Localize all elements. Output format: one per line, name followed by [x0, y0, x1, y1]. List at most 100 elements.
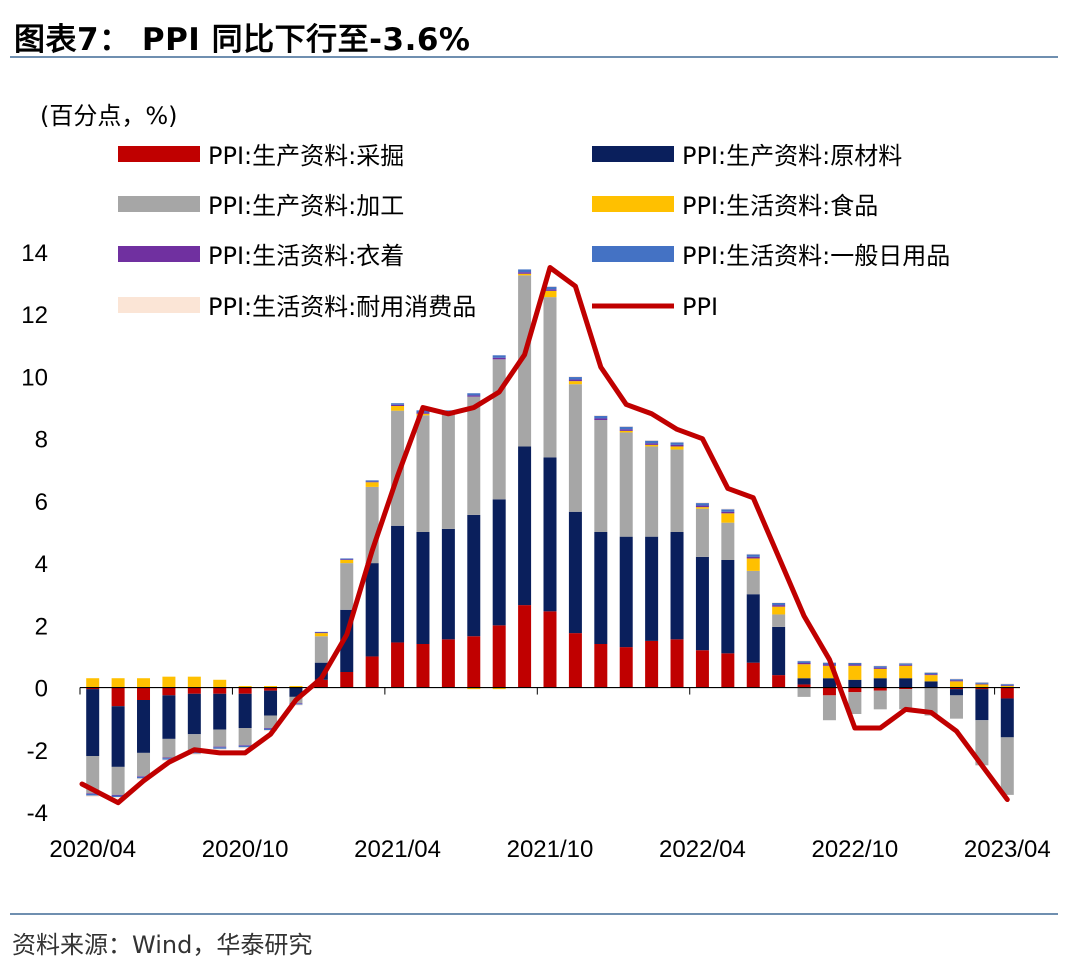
bar-segment [873, 687, 887, 691]
unit-label: (百分点，%) [40, 102, 178, 130]
bar-segment [822, 687, 836, 696]
bar-segment [264, 686, 278, 688]
bar-segment [848, 687, 862, 693]
bar-segment [365, 481, 379, 483]
bar-segment [289, 704, 303, 706]
bar-segment [518, 272, 532, 274]
bar-segment [848, 664, 862, 666]
bar-segment [721, 508, 735, 510]
bar-segment [467, 514, 481, 637]
bar-segment [86, 689, 100, 756]
bar-segment [949, 681, 963, 688]
bar-segment [594, 644, 608, 688]
bar-segment [645, 443, 659, 445]
bar-segment [899, 687, 913, 690]
bar-segment [746, 558, 760, 571]
bar-segment [645, 440, 659, 441]
bar-segment [441, 528, 455, 640]
bar-segment [238, 687, 252, 694]
bar-segment [746, 553, 760, 555]
bar-segment [797, 684, 811, 688]
bar-segment [238, 686, 252, 688]
bar-segment [467, 636, 481, 688]
bar-segment [492, 355, 506, 358]
bar-segment [86, 678, 100, 688]
bar-segment [340, 558, 354, 560]
bar-segment [1000, 687, 1014, 699]
title-divider [10, 56, 1058, 58]
bar-segment [568, 381, 582, 385]
bar-segment [467, 393, 481, 396]
bar-segment [111, 706, 125, 767]
bar-segment [340, 559, 354, 560]
bar-segment [111, 687, 125, 707]
legend-label: PPI [682, 293, 718, 321]
bar-segment [695, 502, 709, 504]
bar-segment [949, 687, 963, 690]
bar-segment [289, 687, 303, 697]
bar-segment [848, 662, 862, 665]
bar-segment [238, 745, 252, 748]
bar-segment [899, 662, 913, 664]
bar-segment [619, 647, 633, 688]
bar-segment [645, 444, 659, 447]
x-tick-label: 2023/04 [964, 836, 1051, 863]
bar-segment [1000, 686, 1014, 688]
bar-segment [238, 747, 252, 749]
y-tick-label: -2 [27, 738, 48, 765]
bar-segment [187, 734, 201, 752]
y-tick-label: 4 [35, 551, 48, 578]
bar-segment [848, 692, 862, 714]
bar-segment [746, 594, 760, 663]
bar-segment [441, 413, 455, 529]
bar-segment [365, 482, 379, 487]
y-tick-label: -4 [27, 800, 48, 827]
bar-segment [467, 396, 481, 515]
bar-segment [949, 678, 963, 680]
bar-segment [162, 757, 176, 759]
y-tick-label: 14 [21, 240, 48, 267]
bar-segment [568, 511, 582, 634]
bar-segment [86, 687, 100, 690]
bar-segment [111, 797, 125, 799]
bar-segment [949, 695, 963, 719]
bar-segment [518, 446, 532, 606]
bar-segment [949, 679, 963, 681]
bar-segment [264, 728, 278, 729]
bar-segment [137, 687, 151, 700]
bar-segment [873, 668, 887, 679]
y-tick-label: 0 [35, 676, 48, 703]
y-tick-label: 8 [35, 427, 48, 454]
bar-segment [86, 756, 100, 794]
y-tick-label: 10 [21, 364, 48, 391]
bar-segment [289, 703, 303, 705]
bar-segment [264, 687, 278, 691]
bar-segment [645, 446, 659, 537]
bar-segment [391, 410, 405, 526]
source-note: 资料来源：Wind，华泰研究 [12, 931, 313, 959]
bar-segment [873, 690, 887, 710]
chart-title: 图表7： PPI 同比下行至-3.6% [14, 22, 471, 58]
bar-segment [670, 449, 684, 532]
bar-segment [238, 728, 252, 746]
bar-segment [797, 660, 811, 662]
bar-segment [111, 795, 125, 798]
bar-segment [619, 432, 633, 537]
bar-segment [492, 357, 506, 360]
bar-segment [645, 440, 659, 444]
bar-segment [213, 679, 227, 688]
bar-segment [797, 678, 811, 685]
bar-segment [111, 794, 125, 796]
bar-segment [111, 766, 125, 795]
bar-segment [746, 556, 760, 559]
bar-segment [975, 720, 989, 766]
bar-segment [137, 776, 151, 777]
bar-segment [899, 689, 913, 710]
bar-segment [568, 384, 582, 512]
bar-segment [391, 403, 405, 405]
bar-segment [772, 626, 786, 676]
bar-segment [594, 420, 608, 532]
bar-segment [695, 505, 709, 508]
bar-segment [772, 675, 786, 688]
